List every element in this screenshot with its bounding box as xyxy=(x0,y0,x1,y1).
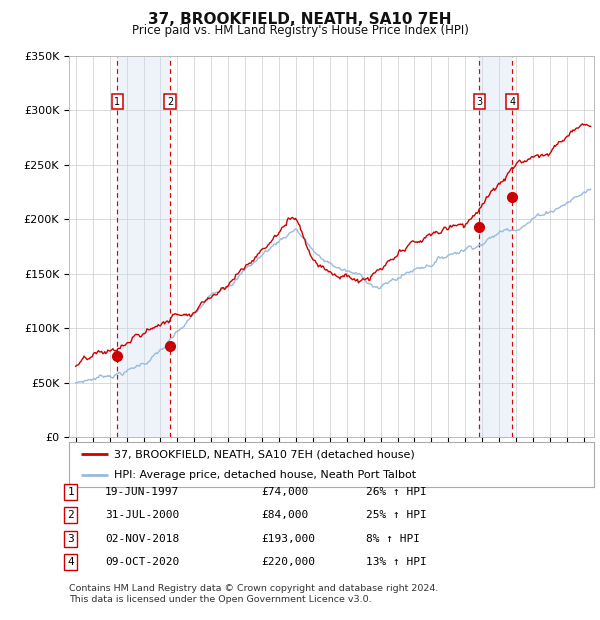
Text: 26% ↑ HPI: 26% ↑ HPI xyxy=(366,487,427,497)
Text: 4: 4 xyxy=(67,557,74,567)
Text: 25% ↑ HPI: 25% ↑ HPI xyxy=(366,510,427,520)
Text: £193,000: £193,000 xyxy=(261,534,315,544)
Text: £84,000: £84,000 xyxy=(261,510,308,520)
Text: 2: 2 xyxy=(167,97,173,107)
Text: 02-NOV-2018: 02-NOV-2018 xyxy=(105,534,179,544)
Text: 37, BROOKFIELD, NEATH, SA10 7EH (detached house): 37, BROOKFIELD, NEATH, SA10 7EH (detache… xyxy=(113,449,415,459)
Text: 13% ↑ HPI: 13% ↑ HPI xyxy=(366,557,427,567)
Bar xyxy=(479,56,512,437)
Text: £220,000: £220,000 xyxy=(261,557,315,567)
Text: 19-JUN-1997: 19-JUN-1997 xyxy=(105,487,179,497)
Text: 8% ↑ HPI: 8% ↑ HPI xyxy=(366,534,420,544)
Text: 2: 2 xyxy=(67,510,74,520)
Bar xyxy=(118,56,170,437)
Text: 1: 1 xyxy=(115,97,121,107)
Text: 4: 4 xyxy=(509,97,515,107)
Text: 37, BROOKFIELD, NEATH, SA10 7EH: 37, BROOKFIELD, NEATH, SA10 7EH xyxy=(148,12,452,27)
Text: £74,000: £74,000 xyxy=(261,487,308,497)
Text: 3: 3 xyxy=(476,97,482,107)
Text: 09-OCT-2020: 09-OCT-2020 xyxy=(105,557,179,567)
Text: 1: 1 xyxy=(67,487,74,497)
Text: HPI: Average price, detached house, Neath Port Talbot: HPI: Average price, detached house, Neat… xyxy=(113,469,416,480)
Text: This data is licensed under the Open Government Licence v3.0.: This data is licensed under the Open Gov… xyxy=(69,595,371,604)
Text: 3: 3 xyxy=(67,534,74,544)
Text: 31-JUL-2000: 31-JUL-2000 xyxy=(105,510,179,520)
Text: Price paid vs. HM Land Registry's House Price Index (HPI): Price paid vs. HM Land Registry's House … xyxy=(131,24,469,37)
Text: Contains HM Land Registry data © Crown copyright and database right 2024.: Contains HM Land Registry data © Crown c… xyxy=(69,584,439,593)
